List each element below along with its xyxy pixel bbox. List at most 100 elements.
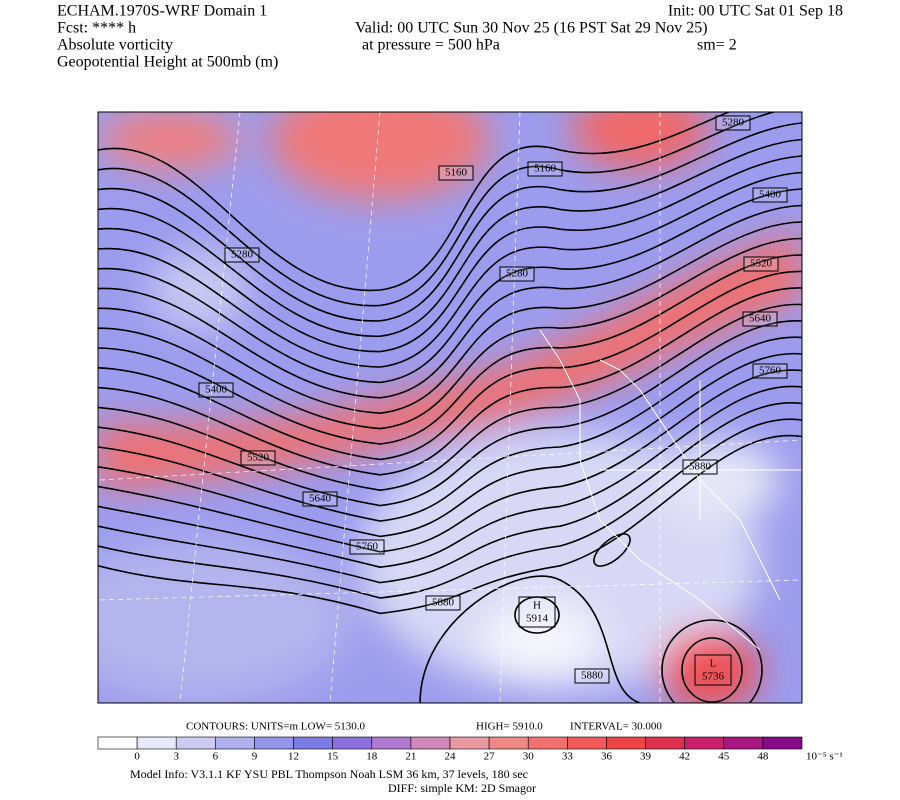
contour (98, 188, 802, 384)
colorbar-tick: 3 (173, 751, 179, 763)
contour-label: 5760 (759, 365, 782, 377)
colorbar-box (567, 736, 607, 750)
colorbar-box (410, 736, 451, 750)
pressure: at pressure = 500 hPa (362, 37, 500, 54)
contour-label: 5880 (689, 461, 712, 473)
colorbar-tick: 9 (252, 751, 258, 763)
contour (98, 221, 802, 415)
contour (98, 204, 802, 399)
field: Absolute vorticity (57, 37, 173, 54)
contour (98, 122, 802, 322)
colorbar-box (175, 736, 216, 750)
contour (98, 112, 778, 307)
contour-label: 5640 (749, 313, 772, 325)
contour (98, 155, 802, 353)
colorbar-tick: 42 (679, 751, 690, 763)
contour-label: 5400 (205, 384, 228, 396)
contour (681, 637, 743, 703)
colorbar-tick: 36 (601, 751, 613, 763)
map: 5280 5160 5160 5400 5280 5280 5520 5640 5760 5400… (98, 112, 802, 703)
extremum-value: 5736 (702, 671, 725, 683)
contour-label-box (198, 382, 234, 398)
contour (98, 287, 802, 476)
contour-label: 5880 (581, 670, 604, 682)
extremum-box (694, 654, 732, 686)
contour-label-box (499, 266, 535, 282)
colorbar-box (684, 736, 725, 750)
contour (419, 575, 641, 703)
contour-label: 5280 (722, 117, 745, 129)
colorbar-tick: 27 (484, 751, 496, 763)
contour (98, 352, 802, 538)
colorbar-box (723, 736, 764, 750)
forecast: Fcst: **** h (57, 20, 136, 37)
contour-label-box (682, 459, 718, 475)
contour (98, 336, 802, 522)
contour-label: 5760 (356, 541, 379, 553)
smoothing: sm= 2 (697, 37, 737, 54)
contour-label-box (224, 247, 260, 263)
colorbar-tick: 18 (366, 751, 378, 763)
colorbar-box (645, 736, 685, 750)
extremum-value: 5914 (526, 613, 549, 625)
colorbar-box (254, 736, 294, 750)
colorbar-tick: 6 (213, 751, 219, 763)
contour-label: 5520 (750, 258, 773, 270)
extremum-box (518, 596, 556, 628)
contour-label: 5280 (506, 268, 529, 280)
contour (98, 320, 802, 507)
contour-label-box (527, 161, 563, 177)
contour (98, 418, 802, 599)
contour (98, 385, 802, 569)
contour-label-box (240, 450, 276, 466)
contour-label-box (752, 187, 788, 203)
colorbar-box (371, 736, 412, 750)
colorbar-box (97, 736, 138, 750)
contour (593, 533, 631, 567)
contours-interval: INTERVAL= 30.000 (570, 721, 662, 733)
init-time: Init: 00 UTC Sat 01 Sep 18 (668, 3, 843, 20)
colorbar-tick: 33 (562, 751, 574, 763)
colorbar-box (527, 736, 568, 750)
contour (98, 237, 802, 430)
colorbar-box (762, 736, 803, 750)
colorbar-tick: 15 (327, 751, 339, 763)
contour (98, 401, 802, 584)
contour (98, 369, 802, 553)
colorbar-tick: 21 (405, 751, 416, 763)
contours-high: HIGH= 5910.0 (476, 721, 543, 733)
contour-label-box (752, 363, 788, 379)
colorbar-tick: 30 (523, 751, 535, 763)
extremum-letter: L (710, 658, 717, 670)
valid-time: Valid: 00 UTC Sun 30 Nov 25 (16 PST Sat … (355, 20, 708, 37)
diff-info: DIFF: simple KM: 2D Smagor (388, 781, 536, 795)
colorbar-box (332, 736, 373, 750)
colorbar-tick: 39 (640, 751, 652, 763)
colorbar-tick: 0 (134, 751, 140, 763)
colorbar-box (293, 736, 333, 750)
contour-label: 5280 (231, 249, 254, 261)
colorbar-tick: 45 (718, 751, 730, 763)
colorbar-box (449, 736, 490, 750)
colorbar-tick: 48 (757, 751, 769, 763)
contour-label-box (574, 668, 610, 684)
colorbar-tick: 12 (288, 751, 299, 763)
contour-label-box (715, 115, 751, 131)
colorbar-box (606, 736, 646, 750)
contour-label-box (349, 539, 385, 555)
contour-label: 5160 (534, 163, 557, 175)
colorbar-tick: 24 (445, 751, 457, 763)
contour-label-box (743, 256, 779, 272)
extremum-letter: H (533, 600, 541, 612)
contour (98, 303, 802, 492)
contour (98, 270, 802, 461)
contour-label: 5520 (247, 452, 270, 464)
map-frame (97, 111, 803, 704)
title: ECHAM.1970S-WRF Domain 1 (57, 3, 267, 20)
contour-label: 5160 (445, 167, 468, 179)
contour-label-box (302, 491, 338, 507)
contour-label: 5640 (309, 493, 332, 505)
contour (661, 619, 763, 703)
contour (98, 112, 731, 292)
